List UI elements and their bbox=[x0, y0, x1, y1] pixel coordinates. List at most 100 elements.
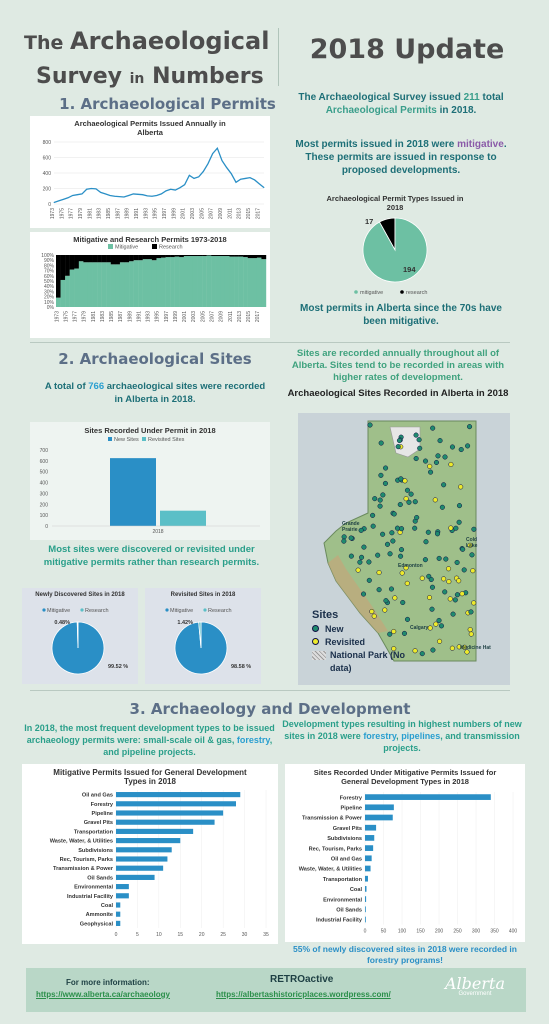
y-tick-label: 600 bbox=[40, 459, 49, 465]
revisited-site-marker bbox=[402, 478, 408, 484]
bar bbox=[116, 874, 155, 880]
total-sites-text: A total of 766 archaeological sites were… bbox=[40, 380, 270, 406]
right-forestry: forestry bbox=[363, 731, 397, 741]
bar-mitigative bbox=[211, 256, 216, 307]
category-label: Industrial Facility bbox=[316, 918, 363, 924]
new-site-marker bbox=[406, 499, 412, 505]
bar-research bbox=[138, 255, 143, 261]
revisited-site-marker bbox=[470, 568, 476, 574]
bar bbox=[116, 838, 181, 844]
data-point bbox=[184, 184, 186, 186]
bar bbox=[365, 865, 371, 872]
x-tick-label: 20 bbox=[199, 932, 205, 938]
legend-mitigative-swatch bbox=[165, 608, 169, 612]
bar-research bbox=[97, 255, 102, 263]
permits-issued-text: The Archaeological Survey issued 211 tot… bbox=[290, 91, 512, 117]
bar-mitigative bbox=[215, 256, 221, 307]
frequent-types-text: In 2018, the most frequent development t… bbox=[22, 722, 277, 758]
label-research-value: 1.42% bbox=[177, 620, 193, 626]
bar-research bbox=[261, 255, 267, 260]
x-tick-label: 1993 bbox=[146, 311, 152, 322]
y-tick-label: 400 bbox=[40, 481, 49, 487]
bar-research bbox=[133, 255, 139, 261]
new-site-marker bbox=[383, 465, 389, 471]
revisited-site-marker bbox=[391, 646, 397, 652]
x-tick-label: 1979 bbox=[82, 311, 88, 322]
bar bbox=[116, 865, 164, 871]
bar-mitigative bbox=[151, 260, 157, 307]
legend-mitigative-swatch bbox=[108, 244, 113, 249]
data-point bbox=[263, 187, 265, 189]
new-site-marker bbox=[398, 476, 404, 482]
bar-mitigative bbox=[69, 269, 75, 307]
bar-research bbox=[229, 255, 235, 257]
bar-research bbox=[129, 255, 134, 262]
bar-mitigative bbox=[192, 256, 198, 307]
left-b: , and pipeline projects. bbox=[103, 735, 273, 757]
data-point bbox=[160, 193, 162, 195]
new-site-marker bbox=[377, 497, 383, 503]
bar-research bbox=[202, 255, 207, 257]
legend-research-label: Research bbox=[85, 608, 109, 614]
sites-dev-chart: Sites Recorded Under Mitigative Permits … bbox=[285, 764, 525, 942]
y-tick-label: 80% bbox=[44, 263, 55, 269]
new-site-marker bbox=[428, 576, 434, 583]
y-tick-label: 400 bbox=[43, 171, 52, 177]
y-tick-label: 10% bbox=[44, 300, 55, 306]
x-tick-label: 1983 bbox=[100, 311, 106, 322]
bar-mitigative bbox=[206, 255, 212, 307]
bar bbox=[116, 856, 168, 862]
bar-research bbox=[224, 255, 230, 257]
new-site-marker bbox=[469, 552, 475, 558]
alberta-archaeology-link[interactable]: https://www.alberta.ca/archaeology bbox=[36, 990, 170, 999]
new-site-marker bbox=[449, 444, 456, 450]
bar-mitigative bbox=[97, 262, 102, 307]
data-point bbox=[132, 193, 134, 195]
x-tick-label: 250 bbox=[453, 929, 462, 935]
category-label: Subdivisions bbox=[78, 848, 113, 854]
bar bbox=[116, 847, 172, 853]
section1-heading: 1. Archaeological Permits bbox=[59, 95, 276, 113]
x-tick-label: 1981 bbox=[87, 208, 93, 219]
bar bbox=[116, 792, 241, 798]
revisited-site-marker bbox=[426, 594, 433, 601]
bar bbox=[116, 810, 224, 816]
data-point bbox=[100, 191, 102, 193]
data-point bbox=[235, 181, 237, 183]
new-site-marker bbox=[471, 526, 477, 532]
new-site-marker bbox=[348, 553, 354, 559]
map-title: Archaeological Sites Recorded in Alberta… bbox=[287, 388, 509, 399]
bar bbox=[365, 886, 367, 892]
category-label: Transmission & Power bbox=[53, 866, 114, 872]
revisited-pie-panel: Revisited Sites in 2018 Mitigative Resear… bbox=[145, 588, 261, 684]
new-site-marker bbox=[460, 546, 466, 552]
new-site-marker bbox=[380, 492, 386, 498]
category-label: Waste, Water, & Utilities bbox=[50, 839, 113, 845]
bar-mitigative bbox=[124, 262, 130, 307]
revisited-pie: Mitigative Research 1.42% 98.58 % bbox=[165, 608, 251, 675]
new-site-marker bbox=[360, 591, 367, 597]
legend-research-label: Research bbox=[208, 608, 232, 614]
x-tick-label: 2013 bbox=[237, 208, 243, 219]
legend-new-marker bbox=[312, 625, 319, 632]
category-label: Oil and Gas bbox=[82, 793, 113, 799]
y-tick-label: 40% bbox=[44, 284, 55, 290]
new-site-marker bbox=[367, 422, 373, 428]
data-point bbox=[58, 200, 60, 202]
bar-research bbox=[179, 255, 185, 258]
revisited-site-marker bbox=[392, 595, 398, 601]
right-b: , and transmission projects. bbox=[383, 731, 520, 753]
new-site-marker bbox=[441, 482, 447, 488]
category-label: Transportation bbox=[74, 829, 114, 835]
data-point bbox=[193, 178, 195, 179]
x-tick-label: 1997 bbox=[162, 208, 168, 219]
legend-park-marker bbox=[312, 651, 326, 660]
retroactive-link[interactable]: https://albertashistoricplaces.wordpress… bbox=[216, 990, 391, 999]
bar-mitigative bbox=[256, 257, 262, 307]
bar-research bbox=[151, 255, 157, 261]
revisited-site-marker bbox=[355, 567, 361, 573]
data-point bbox=[142, 194, 144, 196]
new-site-marker bbox=[366, 577, 372, 583]
y-tick-label: 300 bbox=[40, 491, 49, 497]
label-research-value: 17 bbox=[365, 217, 373, 226]
